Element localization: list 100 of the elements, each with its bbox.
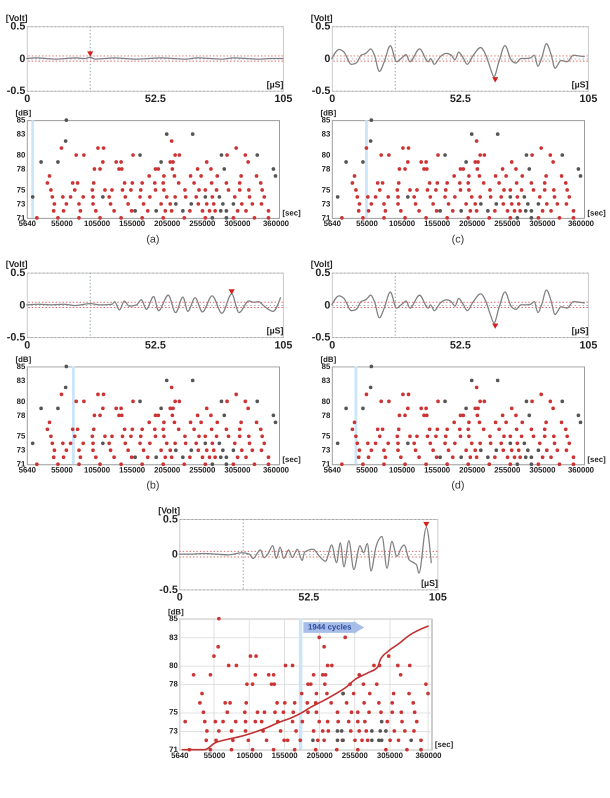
point <box>64 118 68 122</box>
y-tick-label: 0 <box>324 52 330 65</box>
point <box>336 441 340 446</box>
x-tick-label: 255000 <box>189 466 216 475</box>
point <box>377 738 381 742</box>
point <box>380 738 384 742</box>
point <box>224 455 228 460</box>
x-tick-label: 5640 <box>171 750 190 760</box>
y-tick-label: 0.5 <box>10 267 26 280</box>
x-axis-title: [sec] <box>282 208 302 218</box>
point <box>470 378 474 382</box>
x-tick-label: 155000 <box>119 466 146 475</box>
x-tick-label: 105 <box>579 93 598 106</box>
x-tick-label: 205000 <box>154 219 181 228</box>
point <box>527 414 532 418</box>
point <box>522 195 526 199</box>
y-tick-label: 85 <box>322 116 331 125</box>
x-tick-label: 52.5 <box>144 93 166 106</box>
point <box>438 455 442 460</box>
y-tick-label: 0 <box>19 52 26 65</box>
point <box>336 195 340 199</box>
text: (a) <box>146 233 160 246</box>
x-axis-title: [µS] <box>572 79 588 90</box>
x-tick-label: 105000 <box>388 466 416 475</box>
point <box>311 738 315 742</box>
point <box>56 160 60 164</box>
x-tick-label: 5640 <box>18 219 37 228</box>
point <box>56 406 60 410</box>
y-tick-label: 73 <box>169 726 178 736</box>
point <box>406 195 410 199</box>
point <box>164 378 169 382</box>
point <box>181 209 185 213</box>
y-axis-title: [dB] <box>16 108 32 118</box>
point <box>133 455 137 460</box>
x-axis-title: [µS] <box>572 326 588 336</box>
point <box>189 448 194 452</box>
point <box>210 216 214 220</box>
y-tick-label: 0.5 <box>315 267 330 280</box>
x-tick-label: 155000 <box>424 466 451 475</box>
x-tick-label: 105 <box>579 339 598 352</box>
x-tick-label: 360000 <box>568 219 595 228</box>
x-tick-label: 155000 <box>424 219 451 228</box>
point <box>154 455 158 460</box>
point <box>443 153 447 157</box>
point <box>406 441 410 446</box>
x-tick-label: 105 <box>428 592 447 604</box>
point <box>340 729 344 733</box>
y-tick-label: 73 <box>322 199 331 208</box>
y-tick-label: 80 <box>169 660 178 670</box>
text: (c) <box>452 233 464 246</box>
y-tick-label: 78 <box>322 164 331 174</box>
point <box>218 441 222 446</box>
point <box>560 153 564 157</box>
point <box>190 132 195 136</box>
point <box>438 209 442 213</box>
point <box>370 729 374 733</box>
point <box>138 153 142 157</box>
point <box>370 738 374 742</box>
point <box>361 160 365 164</box>
y-tick-label: 75 <box>16 432 26 441</box>
x-tick-label: 155000 <box>272 750 298 760</box>
x-tick-label: 205000 <box>459 219 486 228</box>
y-axis-title: [dB] <box>16 355 32 364</box>
point <box>30 195 34 199</box>
y-tick-label: 73 <box>16 446 26 455</box>
y-axis-title: [dB] <box>320 108 337 118</box>
point <box>530 209 534 213</box>
point <box>536 448 540 452</box>
y-tick-label: 78 <box>169 680 178 689</box>
point <box>154 209 158 213</box>
y-tick-label: 78 <box>16 164 26 174</box>
point <box>336 738 340 742</box>
x-tick-label: 52.5 <box>298 592 320 604</box>
x-tick-label: 105000 <box>236 750 264 760</box>
point <box>516 216 520 220</box>
y-tick-label: 75 <box>169 708 178 717</box>
point <box>336 729 340 733</box>
y-axis-title: [dB] <box>320 355 337 364</box>
point <box>210 462 214 466</box>
point <box>516 462 520 466</box>
y-tick-label: -0.5 <box>312 332 330 344</box>
point <box>133 209 137 213</box>
point <box>222 167 226 171</box>
point <box>221 202 225 206</box>
x-tick-label: 360000 <box>568 466 595 475</box>
x-axis-title: [sec] <box>282 454 302 464</box>
x-tick-label: 360000 <box>262 466 290 475</box>
y-tick-label: 0 <box>172 548 178 561</box>
point <box>255 153 260 157</box>
annotation: 1944 cycles <box>308 622 352 632</box>
y-tick-label: 83 <box>169 632 178 642</box>
x-tick-label: 305000 <box>224 219 252 228</box>
y-tick-label: -0.5 <box>6 85 26 98</box>
point <box>560 400 564 404</box>
point <box>479 202 483 206</box>
point <box>218 209 223 213</box>
x-tick-label: 5640 <box>18 466 37 475</box>
point <box>526 202 530 206</box>
x-tick-label: 55000 <box>204 750 226 760</box>
x-axis-title: [sec] <box>434 740 454 750</box>
